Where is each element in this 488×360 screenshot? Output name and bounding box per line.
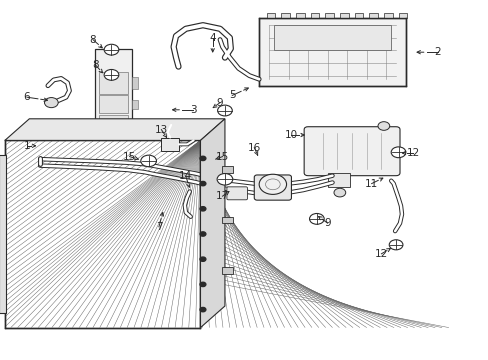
Bar <box>273 25 390 50</box>
Bar <box>266 13 275 18</box>
FancyBboxPatch shape <box>254 175 291 200</box>
Bar <box>222 166 233 173</box>
Circle shape <box>141 155 156 167</box>
Text: 15: 15 <box>122 152 136 162</box>
Circle shape <box>200 181 205 186</box>
Bar <box>310 13 319 18</box>
Circle shape <box>104 44 119 55</box>
Bar <box>354 13 363 18</box>
Circle shape <box>200 282 205 287</box>
Circle shape <box>377 122 389 130</box>
Circle shape <box>44 98 58 108</box>
Bar <box>327 173 349 187</box>
Circle shape <box>200 207 205 211</box>
Text: 3: 3 <box>189 105 196 115</box>
Circle shape <box>217 174 232 185</box>
Bar <box>383 13 392 18</box>
Polygon shape <box>200 119 224 328</box>
Bar <box>325 13 333 18</box>
Bar <box>99 72 128 94</box>
FancyBboxPatch shape <box>226 187 247 200</box>
Bar <box>398 13 407 18</box>
Text: 15: 15 <box>215 152 229 162</box>
Bar <box>222 217 233 223</box>
Bar <box>259 18 405 86</box>
Text: 17: 17 <box>215 191 229 201</box>
Circle shape <box>104 69 119 80</box>
Bar <box>295 13 304 18</box>
Circle shape <box>259 174 286 194</box>
Bar <box>132 77 138 89</box>
Text: 5: 5 <box>228 90 235 100</box>
Circle shape <box>390 147 405 158</box>
Circle shape <box>200 156 205 161</box>
Bar <box>99 115 128 135</box>
Bar <box>132 99 138 109</box>
Text: 2: 2 <box>433 47 440 57</box>
Circle shape <box>217 105 232 116</box>
Text: 1: 1 <box>23 141 30 151</box>
Bar <box>95 49 132 139</box>
Text: 13: 13 <box>154 125 168 135</box>
Text: 9: 9 <box>324 218 330 228</box>
Circle shape <box>333 188 345 197</box>
Bar <box>281 13 289 18</box>
Bar <box>222 267 233 274</box>
Text: 6: 6 <box>23 92 30 102</box>
Circle shape <box>200 257 205 261</box>
Text: 16: 16 <box>247 143 261 153</box>
Circle shape <box>388 240 402 250</box>
Text: 10: 10 <box>284 130 297 140</box>
Bar <box>368 13 377 18</box>
Bar <box>99 95 128 113</box>
Bar <box>339 13 348 18</box>
FancyBboxPatch shape <box>304 127 399 176</box>
Text: 11: 11 <box>364 179 378 189</box>
Text: 8: 8 <box>92 60 99 70</box>
Circle shape <box>200 307 205 312</box>
Text: 12: 12 <box>374 249 387 259</box>
Text: 8: 8 <box>89 35 96 45</box>
Text: 9: 9 <box>216 98 223 108</box>
Bar <box>132 120 138 131</box>
Polygon shape <box>5 119 224 140</box>
Text: 7: 7 <box>155 222 162 232</box>
Text: 4: 4 <box>209 33 216 43</box>
Circle shape <box>309 213 324 224</box>
Bar <box>5 140 200 328</box>
Bar <box>161 138 179 151</box>
Text: 12: 12 <box>406 148 419 158</box>
Bar <box>0 155 6 313</box>
Circle shape <box>200 232 205 236</box>
Text: 14: 14 <box>179 171 192 181</box>
